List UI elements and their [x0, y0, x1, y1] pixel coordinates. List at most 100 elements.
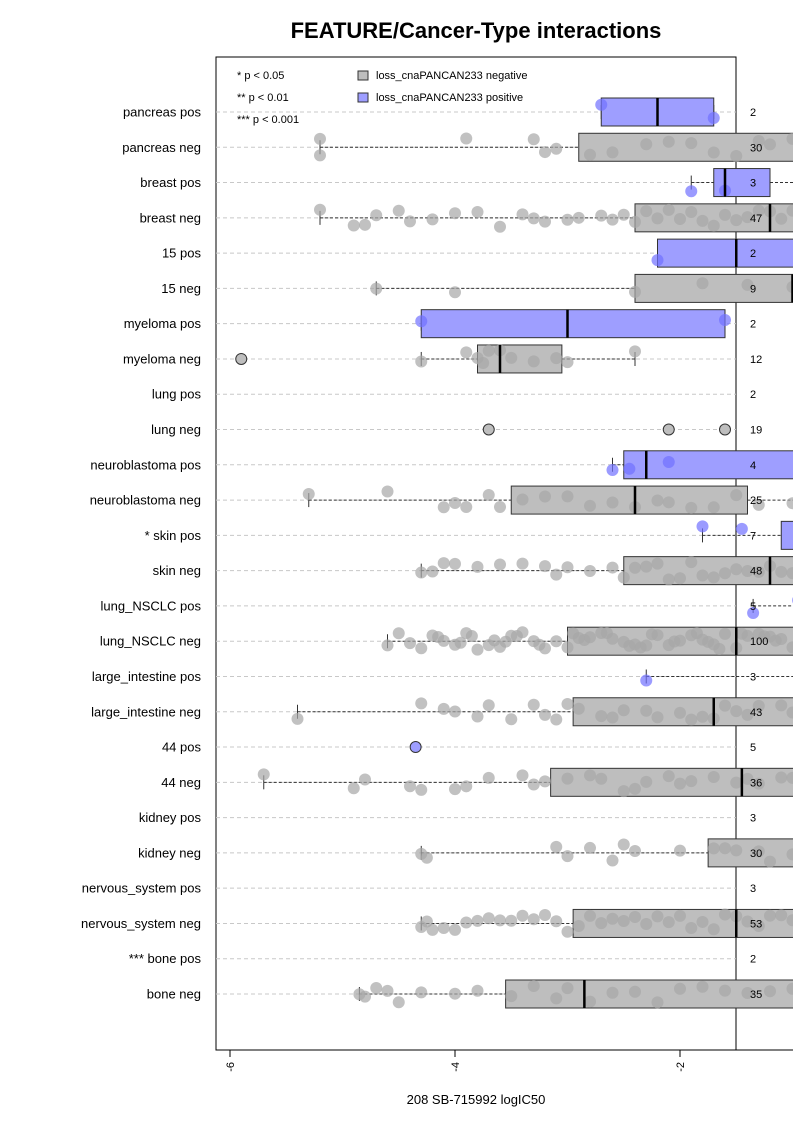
box-group-44-neg: [257, 767, 793, 798]
data-point: [775, 699, 788, 712]
data-point: [494, 220, 506, 233]
data-point: [707, 923, 720, 936]
data-point: [617, 838, 630, 851]
data-point: [505, 914, 518, 927]
x-tick-label: -6: [225, 1062, 237, 1072]
data-point: [584, 841, 596, 854]
data-point: [640, 917, 653, 930]
data-point: [460, 780, 473, 793]
box-group-skin-neg: [415, 556, 793, 586]
group-label: lung_NSCLC pos: [101, 598, 202, 613]
data-point: [735, 627, 748, 640]
data-point: [786, 497, 793, 510]
group-label: large_intestine pos: [92, 669, 202, 684]
data-point: [595, 917, 608, 930]
data-point: [752, 134, 765, 147]
data-point: [623, 462, 636, 475]
data-point: [572, 919, 585, 932]
group-counts: 2 30 3 47 2 9 2 12 2 19 4 25 7 48 5 100 3 43 5 36 3 30 3 53 2 35: [750, 107, 768, 1001]
data-point: [370, 981, 383, 994]
group-count: 3: [750, 813, 756, 825]
data-point: [437, 921, 450, 934]
outlier-point: [662, 423, 675, 436]
group-count: 30: [750, 848, 762, 860]
significance-label: ** p < 0.01: [237, 92, 289, 104]
data-point: [606, 463, 619, 476]
data-point: [662, 455, 675, 468]
data-point: [775, 565, 788, 578]
data-point: [629, 345, 641, 358]
group-count: 3: [750, 883, 756, 895]
data-point: [454, 636, 467, 649]
data-point: [629, 561, 641, 574]
data-point: [719, 567, 731, 580]
data-point: [415, 642, 428, 655]
data-point: [482, 699, 495, 712]
data-point: [685, 501, 698, 514]
data-point: [392, 996, 405, 1009]
data-point: [539, 146, 551, 159]
group-label: 15 pos: [162, 246, 202, 261]
data-point: [640, 775, 653, 788]
group-count: 2: [750, 248, 756, 260]
data-point: [561, 772, 574, 785]
data-point: [584, 769, 596, 782]
data-point: [527, 133, 540, 146]
box: [780, 520, 793, 550]
data-point: [359, 990, 371, 1003]
data-point: [415, 566, 428, 579]
data-point: [449, 987, 461, 1000]
data-point: [404, 780, 416, 793]
data-point: [741, 987, 754, 1000]
group-label: * skin pos: [145, 528, 202, 543]
data-point: [662, 573, 675, 586]
data-point: [359, 773, 371, 786]
data-point: [786, 567, 793, 580]
box-group-lung-neg: [482, 423, 731, 436]
group-label: breast neg: [140, 210, 201, 225]
data-point: [550, 840, 563, 853]
data-point: [651, 711, 664, 724]
data-point: [347, 219, 360, 232]
data-point: [741, 278, 754, 291]
box-group-neuroblastoma-pos: [606, 450, 793, 480]
data-point: [370, 282, 383, 295]
data-point: [572, 211, 585, 224]
data-point: [539, 215, 551, 228]
data-point: [550, 713, 563, 726]
data-point: [550, 568, 563, 581]
data-point: [291, 712, 304, 725]
data-point: [505, 990, 518, 1003]
box-group-neuroblastoma-neg: [302, 485, 793, 515]
data-point: [752, 565, 765, 578]
group-count: 9: [750, 283, 756, 295]
legend-swatch: [357, 70, 369, 81]
data-point: [449, 557, 461, 570]
data-point: [707, 501, 720, 514]
group-count: 100: [750, 636, 768, 648]
data-point: [527, 778, 540, 791]
box-group-myeloma-pos: [415, 309, 731, 339]
data-point: [651, 212, 664, 225]
x-tick-label: -2: [675, 1062, 687, 1072]
data-point: [471, 560, 484, 573]
box-group-kidney-neg: [415, 838, 793, 868]
data-point: [359, 218, 371, 231]
data-point: [640, 138, 653, 151]
data-point: [392, 204, 405, 217]
data-point: [561, 356, 574, 369]
x-tick-label: -4: [450, 1062, 462, 1072]
data-point: [629, 911, 641, 924]
outlier-point: [409, 741, 422, 754]
group-count: 53: [750, 918, 762, 930]
box: [657, 238, 793, 268]
box-group-breast-pos: [685, 168, 793, 198]
data-point: [494, 558, 506, 571]
data-point: [651, 494, 664, 507]
data-point: [516, 493, 529, 506]
group-label: myeloma neg: [123, 351, 201, 366]
data-point: [606, 213, 619, 226]
data-point: [696, 214, 709, 227]
group-label: lung pos: [152, 387, 202, 402]
